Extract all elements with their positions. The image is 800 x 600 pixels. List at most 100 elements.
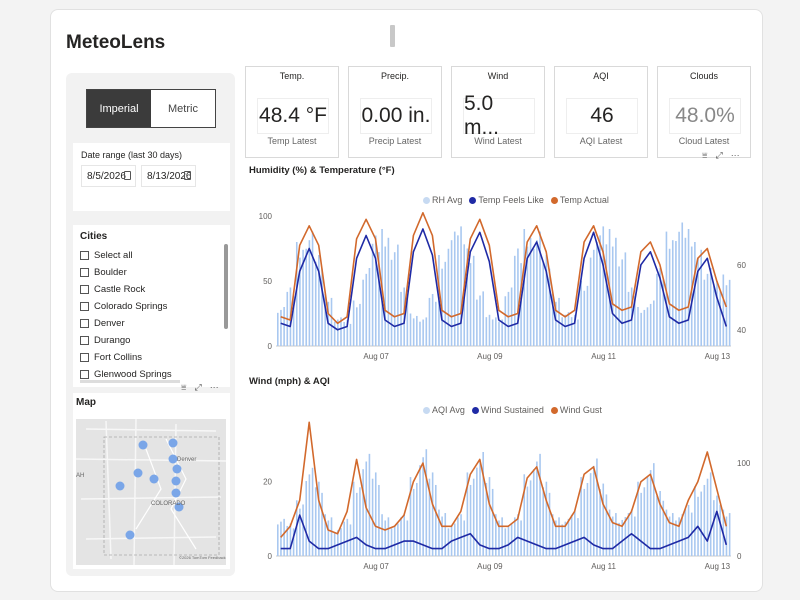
city-label: Colorado Springs bbox=[94, 301, 168, 312]
end-date-field[interactable]: 8/13/2026 bbox=[141, 165, 196, 187]
filter-icon[interactable]: ⩸ bbox=[702, 150, 708, 160]
kpi-title: AQI bbox=[593, 71, 609, 81]
city-marker[interactable] bbox=[174, 502, 184, 512]
city-item-select-all[interactable]: Select all bbox=[80, 247, 220, 264]
units-metric-button[interactable]: Metric bbox=[168, 102, 198, 115]
bar-mark bbox=[422, 319, 424, 346]
map-canvas[interactable]: Denver COLORADO AH ©2026 TomTom Feedback bbox=[76, 419, 226, 565]
legend-label: Temp Feels Like bbox=[478, 195, 544, 205]
city-label: Select all bbox=[94, 250, 133, 261]
city-marker[interactable] bbox=[171, 476, 181, 486]
bar-mark bbox=[536, 461, 538, 556]
app-title: MeteoLens bbox=[66, 32, 166, 53]
checkbox[interactable] bbox=[80, 353, 89, 362]
legend-item[interactable]: Wind Sustained bbox=[471, 405, 544, 415]
city-marker[interactable] bbox=[168, 454, 178, 464]
city-label: Durango bbox=[94, 335, 131, 346]
focus-mode-icon[interactable]: ⤢ bbox=[715, 150, 723, 160]
units-toggle[interactable]: Imperial Metric bbox=[86, 89, 216, 128]
bar-mark bbox=[526, 246, 529, 346]
city-marker[interactable] bbox=[115, 481, 125, 491]
checkbox[interactable] bbox=[80, 302, 89, 311]
legend-item[interactable]: Temp Actual bbox=[550, 195, 609, 205]
kpi-subtitle: Precip Latest bbox=[368, 136, 422, 146]
checkbox[interactable] bbox=[80, 336, 89, 345]
bar-mark bbox=[368, 268, 371, 346]
bar-mark bbox=[517, 514, 519, 556]
bar-mark bbox=[545, 481, 548, 556]
chart-title-humidity-temp: Humidity (%) & Temperature (°F) bbox=[249, 165, 395, 176]
kpi-subtitle: Wind Latest bbox=[474, 136, 522, 146]
bar-mark bbox=[586, 482, 589, 556]
city-item-denver[interactable]: Denver bbox=[80, 315, 220, 332]
city-item-colorado-springs[interactable]: Colorado Springs bbox=[80, 298, 220, 315]
bar-mark bbox=[330, 517, 333, 556]
city-marker[interactable] bbox=[172, 464, 182, 474]
city-marker[interactable] bbox=[171, 488, 181, 498]
bar-mark bbox=[318, 255, 320, 346]
bar-mark bbox=[333, 532, 336, 556]
bar-mark bbox=[510, 523, 513, 556]
bar-mark bbox=[428, 297, 431, 346]
calendar-icon[interactable] bbox=[184, 171, 191, 180]
bar-mark bbox=[495, 317, 497, 346]
legend-item[interactable]: Temp Feels Like bbox=[469, 195, 544, 205]
bar-mark bbox=[384, 246, 387, 346]
legend-item[interactable]: RH Avg bbox=[423, 195, 462, 205]
checkbox[interactable] bbox=[80, 285, 89, 294]
bar-mark bbox=[485, 317, 488, 346]
bar-mark bbox=[580, 281, 582, 346]
city-marker[interactable] bbox=[138, 440, 148, 450]
bar-mark bbox=[706, 273, 709, 346]
checkbox[interactable] bbox=[80, 370, 89, 379]
bar-mark bbox=[526, 486, 529, 556]
cities-scrollbar[interactable] bbox=[224, 244, 228, 329]
units-imperial-button[interactable]: Imperial bbox=[87, 90, 151, 127]
focus-mode-icon[interactable]: ⤢ bbox=[194, 382, 202, 392]
more-options-icon[interactable]: ··· bbox=[730, 150, 740, 160]
bar-mark bbox=[643, 309, 646, 346]
bar-mark bbox=[311, 467, 314, 556]
cities-hscrollbar[interactable] bbox=[80, 380, 180, 383]
bar-mark bbox=[355, 307, 358, 346]
city-marker[interactable] bbox=[133, 468, 143, 478]
city-item-castle-rock[interactable]: Castle Rock bbox=[80, 281, 220, 298]
city-item-glenwood-springs[interactable]: Glenwood Springs bbox=[80, 366, 220, 383]
drag-handle[interactable] bbox=[390, 25, 395, 47]
y-left-tick-label: 0 bbox=[268, 552, 273, 561]
bar-mark bbox=[441, 516, 443, 556]
more-options-icon[interactable]: ··· bbox=[209, 382, 219, 392]
legend-item[interactable]: Wind Gust bbox=[550, 405, 602, 415]
legend-item[interactable]: AQI Avg bbox=[423, 405, 465, 415]
city-item-durango[interactable]: Durango bbox=[80, 332, 220, 349]
city-item-fort-collins[interactable]: Fort Collins bbox=[80, 349, 220, 366]
city-marker[interactable] bbox=[149, 474, 159, 484]
cities-slicer: Cities Select all Boulder Castle Rock Co… bbox=[73, 225, 230, 387]
city-item-boulder[interactable]: Boulder bbox=[80, 264, 220, 281]
bar-mark bbox=[640, 492, 642, 556]
bar-mark bbox=[513, 517, 516, 556]
x-tick-label: Aug 09 bbox=[477, 562, 503, 571]
y-left-tick-label: 100 bbox=[259, 212, 273, 221]
city-marker[interactable] bbox=[168, 438, 178, 448]
humidity-temp-chart[interactable]: 100 50 0 60 40 Aug 07 Aug 09 Aug 11 Aug 13 bbox=[246, 210, 766, 370]
checkbox[interactable] bbox=[80, 319, 89, 328]
bar-mark bbox=[684, 237, 687, 346]
bar-mark bbox=[725, 285, 728, 346]
bar-mark bbox=[719, 290, 721, 346]
bar-mark bbox=[507, 525, 510, 556]
checkbox[interactable] bbox=[80, 251, 89, 260]
calendar-icon[interactable] bbox=[124, 171, 131, 180]
city-marker[interactable] bbox=[125, 530, 135, 540]
start-date-field[interactable]: 8/5/2026 bbox=[81, 165, 136, 187]
bar-mark bbox=[627, 291, 630, 346]
bar-mark bbox=[523, 474, 526, 556]
checkbox[interactable] bbox=[80, 268, 89, 277]
bar-mark bbox=[678, 517, 680, 556]
bar-mark bbox=[529, 480, 532, 556]
bar-mark bbox=[668, 516, 671, 556]
bar-mark bbox=[327, 520, 330, 556]
bar-mark bbox=[551, 514, 554, 556]
filter-icon[interactable]: ⩸ bbox=[181, 382, 187, 392]
